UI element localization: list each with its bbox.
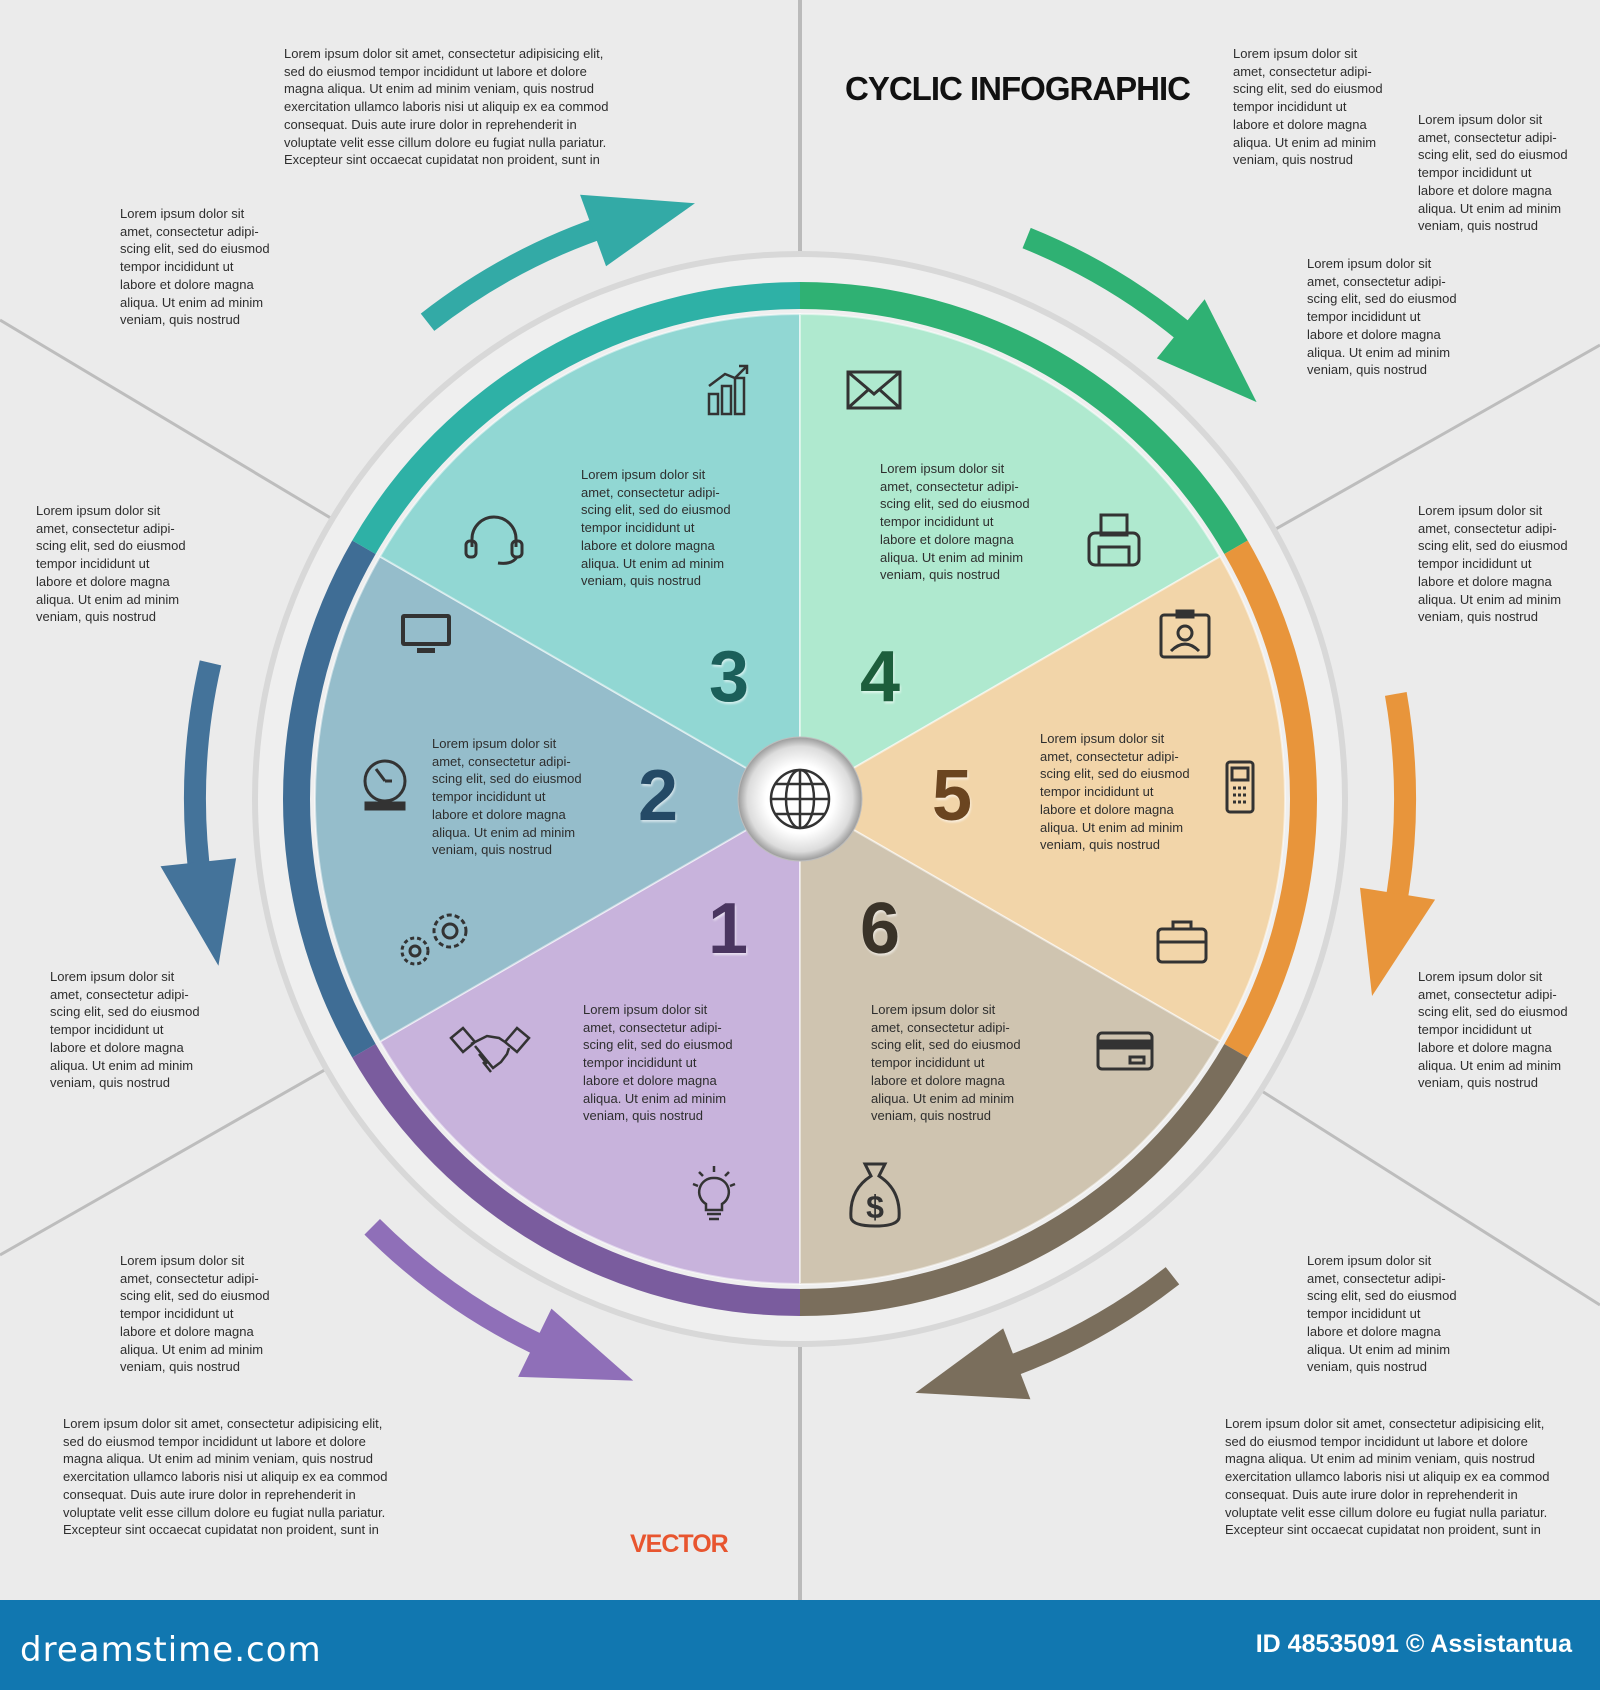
segment-3-wedge[interactable] — [378, 312, 801, 801]
segment-6-text: Lorem ipsum dolor sit amet, consectetur … — [871, 1002, 1021, 1124]
arrow-6-head — [915, 1328, 1031, 1400]
side-text: Lorem ipsum dolor sit amet, consectetur … — [1233, 46, 1383, 168]
footer-bar: dreamstime.com ID 48535091 © Assistantua — [0, 1600, 1600, 1690]
segment-4-ring — [800, 282, 1248, 554]
segment-6-number: 6 — [859, 889, 901, 969]
segment-3-text: Lorem ipsum dolor sit amet, consectetur … — [581, 467, 731, 589]
monitor-icon — [401, 614, 451, 653]
arrow-1-body — [364, 1219, 559, 1362]
svg-text:$: $ — [866, 1189, 884, 1225]
segment-5-wedge[interactable] — [798, 555, 1286, 1043]
side-text: Lorem ipsum dolor sit amet, consectetur … — [1307, 1253, 1457, 1375]
segment-1-number: 1 — [707, 889, 749, 969]
arrow-4-body — [1022, 227, 1205, 351]
segment-3-number: 3 — [708, 637, 750, 717]
arrow-1-head — [518, 1308, 634, 1381]
arrow-2-body — [184, 660, 222, 885]
lightbulb-icon — [692, 1166, 736, 1221]
printer-icon — [1087, 513, 1141, 567]
side-text: Lorem ipsum dolor sit amet, consectetur … — [120, 1253, 270, 1375]
segment-1-ring — [352, 1044, 800, 1316]
side-text: Lorem ipsum dolor sit amet, consectetur … — [1418, 969, 1568, 1091]
segment-1-wedge[interactable] — [378, 797, 801, 1286]
arrow-6-body — [993, 1267, 1180, 1382]
arrow-3-body — [420, 213, 617, 331]
side-text: Lorem ipsum dolor sit amet, consectetur … — [50, 969, 200, 1091]
gears-icon — [400, 913, 468, 966]
credit-card-icon — [1096, 1031, 1154, 1071]
segment-5-text: Lorem ipsum dolor sit amet, consectetur … — [1040, 731, 1190, 853]
segment-6-ring — [800, 1044, 1248, 1316]
segment-6-wedge[interactable] — [799, 797, 1222, 1286]
cycle-diagram — [160, 194, 1436, 1400]
side-text: Lorem ipsum dolor sit amet, consectetur … — [1418, 112, 1568, 234]
arrow-5-head — [1360, 887, 1436, 996]
segment-4-number: 4 — [859, 637, 901, 717]
side-text-bottom-right: Lorem ipsum dolor sit amet, consectetur … — [1225, 1416, 1550, 1538]
segment-5-ring — [1224, 540, 1318, 1058]
dreamstime-logo[interactable]: dreamstime.com — [20, 1630, 322, 1670]
vector-label: VECTOR — [630, 1530, 729, 1558]
page-title: CYCLIC INFOGRAPHIC — [845, 70, 1191, 107]
side-text-top-left: Lorem ipsum dolor sit amet, consectetur … — [284, 46, 609, 168]
arrow-4-head — [1156, 299, 1257, 403]
money-bag-icon: $ — [849, 1162, 901, 1228]
mobile-phone-icon — [1225, 760, 1255, 814]
side-text: Lorem ipsum dolor sit amet, consectetur … — [120, 206, 270, 328]
arrow-3-head — [580, 194, 695, 267]
bar-chart-icon — [707, 364, 749, 416]
segment-2-text: Lorem ipsum dolor sit amet, consectetur … — [432, 736, 582, 858]
image-credit: ID 48535091 © Assistantua — [1255, 1630, 1572, 1658]
side-text: Lorem ipsum dolor sit amet, consectetur … — [1307, 256, 1457, 378]
segment-5-number: 5 — [931, 756, 973, 836]
segment-2-ring — [283, 540, 376, 1058]
clock-icon — [363, 759, 407, 811]
arrow-5-body — [1383, 692, 1416, 917]
segment-2-number: 2 — [637, 756, 679, 836]
headset-icon — [464, 515, 524, 565]
handshake-icon — [449, 1026, 531, 1073]
side-text: Lorem ipsum dolor sit amet, consectetur … — [36, 503, 186, 625]
globe-icon — [769, 768, 831, 830]
side-text-bottom-left: Lorem ipsum dolor sit amet, consectetur … — [63, 1416, 388, 1538]
id-card-icon — [1159, 609, 1211, 659]
segment-3-ring — [352, 282, 800, 554]
envelope-icon — [846, 370, 902, 410]
side-text: Lorem ipsum dolor sit amet, consectetur … — [1418, 503, 1568, 625]
segment-1-text: Lorem ipsum dolor sit amet, consectetur … — [583, 1002, 733, 1124]
segment-4-wedge[interactable] — [799, 312, 1222, 801]
briefcase-icon — [1156, 920, 1208, 964]
arrow-2-head — [160, 858, 237, 966]
segment-4-text: Lorem ipsum dolor sit amet, consectetur … — [880, 461, 1030, 583]
